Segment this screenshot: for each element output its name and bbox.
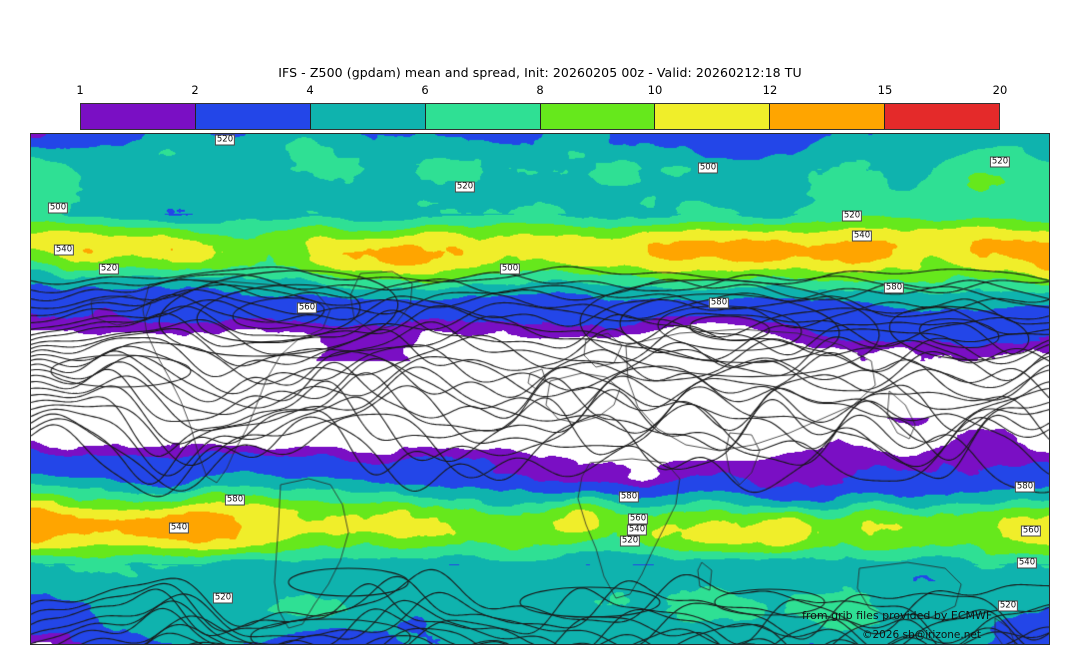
- contour-label-520-15: 520: [212, 592, 234, 604]
- colorbar-segment-1: [195, 104, 311, 129]
- page-title: IFS - Z500 (gpdam) mean and spread, Init…: [278, 65, 802, 80]
- contour-label-520-10: 520: [989, 156, 1011, 168]
- contour-label-580-20: 580: [1014, 481, 1036, 493]
- colorbar-tick-20: 20: [992, 83, 1008, 97]
- colorbar-tick-2: 2: [191, 83, 199, 97]
- colorbar-segment-4: [540, 104, 656, 129]
- colorbar: 1 2 4 6 8 10 12 15 20: [76, 83, 1007, 130]
- contour-label-520-8: 520: [841, 210, 863, 222]
- mean-contour-layer: [31, 134, 1049, 644]
- colorbar-segment-5: [655, 104, 771, 129]
- colorbar-tick-12: 12: [762, 83, 778, 97]
- contour-label-520-5: 520: [454, 181, 476, 193]
- contour-label-540-3: 540: [53, 244, 75, 256]
- colorbar-segment-0: [81, 104, 196, 129]
- contour-label-520-2: 520: [98, 263, 120, 275]
- colorbar-tick-8: 8: [536, 83, 544, 97]
- contour-label-560-4: 560: [296, 302, 318, 314]
- colorbar-segment-3: [425, 104, 541, 129]
- colorbar-tick-15: 15: [877, 83, 893, 97]
- colorbar-swatches: [80, 103, 1000, 130]
- colorbar-segment-7: [885, 104, 999, 129]
- contour-label-580-13: 580: [224, 494, 246, 506]
- contour-label-580-11: 580: [708, 297, 730, 309]
- credit-source: from grib files provided by ECMWF: [802, 609, 993, 622]
- contour-label-540-22: 540: [1016, 557, 1038, 569]
- colorbar-tick-labels: 1 2 4 6 8 10 12 15 20: [76, 83, 1007, 101]
- contour-label-580-16: 580: [618, 491, 640, 503]
- contour-label-500-7: 500: [697, 162, 719, 174]
- map-plot-area[interactable]: 520 500 520 540 560 520 500 500 520 540 520 580 580 5…: [30, 133, 1050, 645]
- contour-label-540-14: 540: [168, 522, 190, 534]
- colorbar-tick-1: 1: [76, 83, 84, 97]
- contour-label-560-21: 560: [1020, 525, 1042, 537]
- colorbar-tick-10: 10: [647, 83, 663, 97]
- contour-label-560-17: 560: [627, 513, 649, 525]
- contour-label-540-18: 540: [626, 524, 648, 536]
- contour-label-580-12: 580: [883, 282, 905, 294]
- contour-label-520-0: 520: [214, 134, 236, 146]
- contour-label-520-23: 520: [997, 600, 1019, 612]
- contour-label-520-19: 520: [619, 535, 641, 547]
- colorbar-tick-6: 6: [421, 83, 429, 97]
- contour-label-500-6: 500: [499, 263, 521, 275]
- credit-author: ©2026 sb@irizone.net: [862, 629, 981, 641]
- contour-label-500-1: 500: [47, 202, 69, 214]
- contour-label-540-9: 540: [851, 230, 873, 242]
- colorbar-tick-4: 4: [306, 83, 314, 97]
- colorbar-segment-2: [310, 104, 426, 129]
- colorbar-segment-6: [770, 104, 886, 129]
